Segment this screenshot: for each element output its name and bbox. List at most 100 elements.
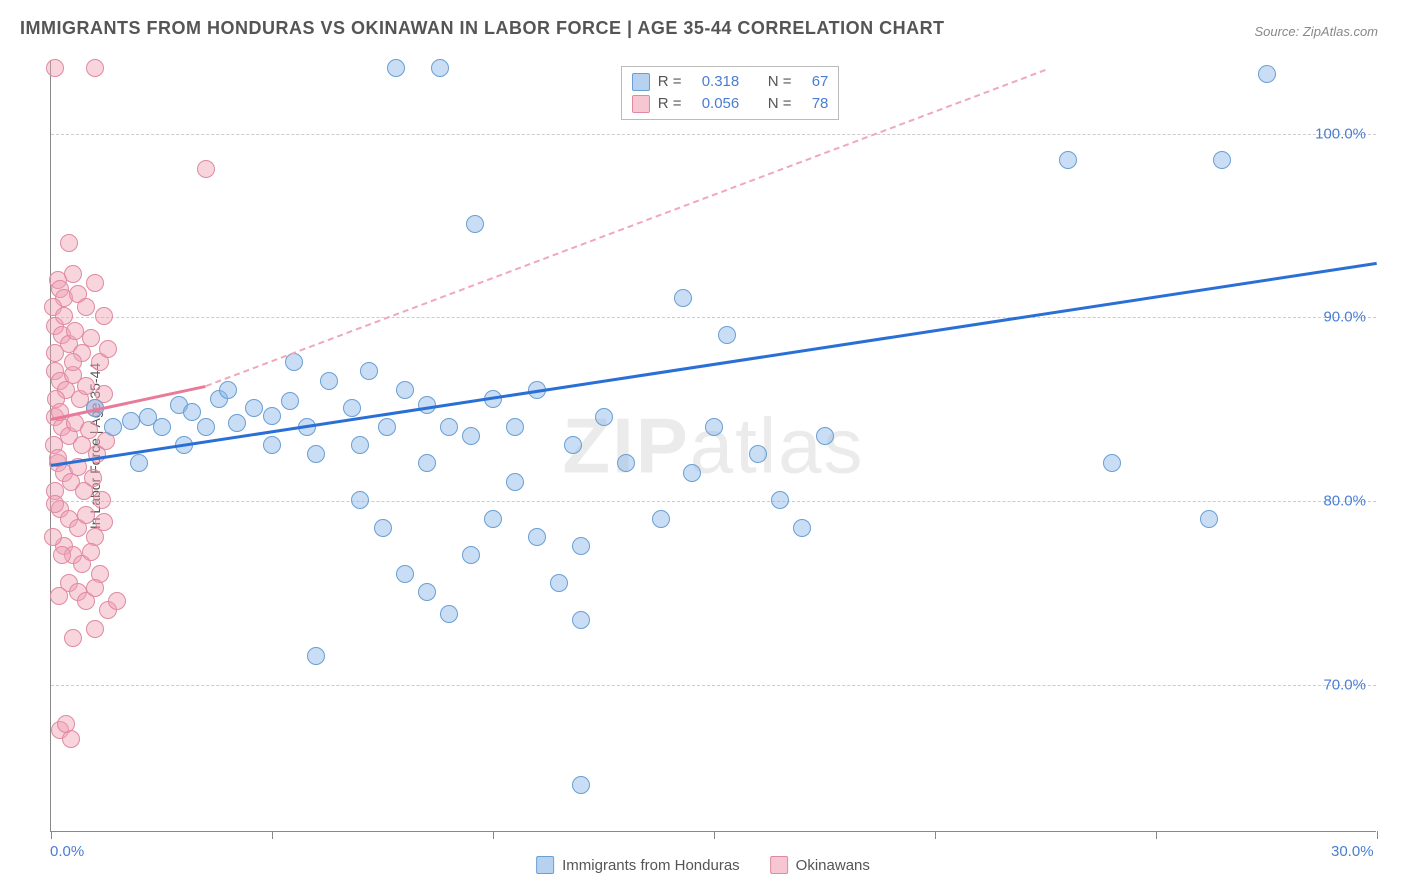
trend-line	[51, 262, 1377, 467]
gridline	[51, 317, 1376, 318]
data-point	[99, 340, 117, 358]
data-point	[431, 59, 449, 77]
x-tick-label: 30.0%	[1331, 843, 1374, 860]
data-point	[387, 59, 405, 77]
legend-item: Okinawans	[770, 856, 870, 874]
data-point	[281, 392, 299, 410]
data-point	[418, 454, 436, 472]
data-point	[95, 513, 113, 531]
data-point	[816, 427, 834, 445]
data-point	[462, 546, 480, 564]
x-tick	[1377, 831, 1378, 839]
data-point	[50, 587, 68, 605]
data-point	[320, 372, 338, 390]
data-point	[55, 307, 73, 325]
data-point	[122, 412, 140, 430]
data-point	[1213, 151, 1231, 169]
data-point	[80, 421, 98, 439]
data-point	[771, 491, 789, 509]
x-tick	[714, 831, 715, 839]
data-point	[506, 418, 524, 436]
data-point	[77, 377, 95, 395]
data-point	[57, 715, 75, 733]
data-point	[378, 418, 396, 436]
data-point	[77, 506, 95, 524]
data-point	[108, 592, 126, 610]
data-point	[674, 289, 692, 307]
data-point	[82, 543, 100, 561]
data-point	[44, 528, 62, 546]
data-point	[197, 160, 215, 178]
data-point	[53, 546, 71, 564]
data-point	[506, 473, 524, 491]
data-point	[793, 519, 811, 537]
x-tick	[493, 831, 494, 839]
series-legend: Immigrants from Honduras Okinawans	[536, 856, 870, 874]
data-point	[484, 510, 502, 528]
data-point	[360, 362, 378, 380]
data-point	[245, 399, 263, 417]
legend-label: Okinawans	[796, 857, 870, 874]
legend-item: Immigrants from Honduras	[536, 856, 740, 874]
legend-swatch	[770, 856, 788, 874]
data-point	[60, 234, 78, 252]
data-point	[749, 445, 767, 463]
data-point	[440, 605, 458, 623]
legend-swatch	[632, 95, 650, 113]
data-point	[64, 265, 82, 283]
y-tick-label: 70.0%	[1323, 676, 1366, 693]
data-point	[86, 274, 104, 292]
x-tick-label: 0.0%	[50, 843, 84, 860]
data-point	[64, 629, 82, 647]
data-point	[1059, 151, 1077, 169]
data-point	[374, 519, 392, 537]
data-point	[466, 215, 484, 233]
data-point	[197, 418, 215, 436]
watermark-a: ZIP	[562, 401, 689, 489]
legend-swatch	[536, 856, 554, 874]
data-point	[82, 329, 100, 347]
chart-title: IMMIGRANTS FROM HONDURAS VS OKINAWAN IN …	[20, 18, 945, 39]
n-label: N =	[768, 93, 792, 115]
data-point	[418, 396, 436, 414]
data-point	[104, 418, 122, 436]
data-point	[228, 414, 246, 432]
data-point	[351, 436, 369, 454]
data-point	[46, 495, 64, 513]
data-point	[219, 381, 237, 399]
r-value: 0.318	[702, 71, 740, 93]
data-point	[572, 537, 590, 555]
data-point	[440, 418, 458, 436]
y-tick-label: 100.0%	[1315, 125, 1366, 142]
data-point	[86, 579, 104, 597]
data-point	[572, 776, 590, 794]
gridline	[51, 501, 1376, 502]
x-tick	[51, 831, 52, 839]
x-tick	[935, 831, 936, 839]
legend-label: Immigrants from Honduras	[562, 857, 740, 874]
data-point	[95, 307, 113, 325]
legend-swatch	[632, 73, 650, 91]
data-point	[718, 326, 736, 344]
data-point	[550, 574, 568, 592]
data-point	[572, 611, 590, 629]
source-attribution: Source: ZipAtlas.com	[1254, 24, 1378, 39]
data-point	[46, 344, 64, 362]
data-point	[307, 445, 325, 463]
data-point	[652, 510, 670, 528]
n-label: N =	[768, 71, 792, 93]
gridline	[51, 685, 1376, 686]
data-point	[183, 403, 201, 421]
data-point	[93, 491, 111, 509]
data-point	[343, 399, 361, 417]
data-point	[307, 647, 325, 665]
r-label: R =	[658, 71, 682, 93]
data-point	[46, 59, 64, 77]
stats-legend-row: R = 0.318 N = 67	[632, 71, 829, 93]
y-tick-label: 80.0%	[1323, 493, 1366, 510]
data-point	[705, 418, 723, 436]
data-point	[1103, 454, 1121, 472]
data-point	[84, 469, 102, 487]
data-point	[1200, 510, 1218, 528]
watermark-b: atlas	[690, 401, 865, 489]
